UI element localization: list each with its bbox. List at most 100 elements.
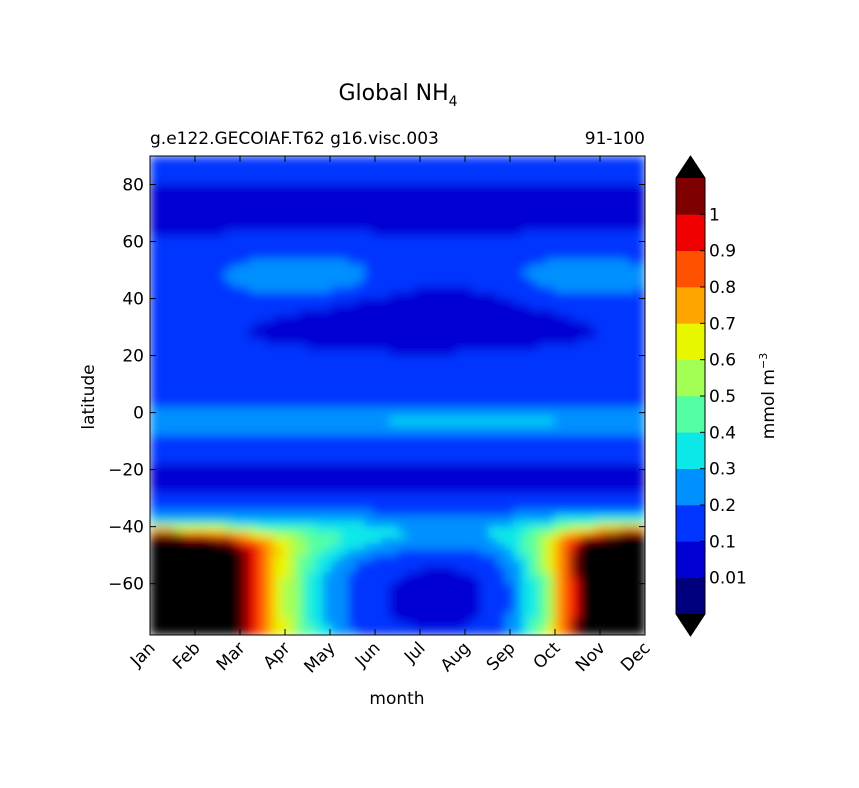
heatmap-cell <box>397 406 407 414</box>
heatmap-cell <box>554 492 564 499</box>
heatmap-cell <box>315 281 324 288</box>
heatmap-cell <box>636 207 645 214</box>
heatmap-cell <box>323 218 333 226</box>
heatmap-cell <box>405 332 415 340</box>
heatmap-cell <box>174 572 184 579</box>
heatmap-cell <box>323 384 333 391</box>
heatmap-cell <box>199 606 209 613</box>
heatmap-cell <box>191 247 201 254</box>
heatmap-cell <box>579 395 588 402</box>
heatmap-cell <box>356 566 366 573</box>
heatmap-cell <box>166 384 176 391</box>
heatmap-cell <box>381 178 390 186</box>
heatmap-cell <box>331 481 341 488</box>
heatmap-cell <box>620 355 630 362</box>
heatmap-cell <box>265 384 275 391</box>
heatmap-cell <box>249 612 258 619</box>
heatmap-cell <box>381 361 390 368</box>
heatmap-cell <box>438 241 448 248</box>
heatmap-cell <box>339 173 349 180</box>
heatmap-cell <box>265 372 275 379</box>
heatmap-cell <box>405 361 415 368</box>
heatmap-cell <box>430 156 440 163</box>
heatmap-cell <box>183 429 192 437</box>
heatmap-cell <box>422 515 432 522</box>
heatmap-cell <box>595 332 605 340</box>
heatmap-cell <box>191 475 201 482</box>
heatmap-cell <box>265 327 275 334</box>
heatmap-cell <box>471 304 481 311</box>
heatmap-cell <box>348 577 357 585</box>
heatmap-cell <box>603 538 613 545</box>
heatmap-cell <box>150 247 159 254</box>
heatmap-cell <box>265 224 275 231</box>
heatmap-cell <box>290 572 300 579</box>
heatmap-cell <box>150 190 159 197</box>
heatmap-cell <box>290 538 300 545</box>
heatmap-cell <box>628 566 638 573</box>
heatmap-cell <box>240 321 250 328</box>
heatmap-cell <box>372 213 382 220</box>
heatmap-cell <box>240 384 250 391</box>
heatmap-cell <box>447 321 456 328</box>
heatmap-cell <box>504 338 514 345</box>
heatmap-cell <box>224 332 234 340</box>
heatmap-cell <box>504 503 514 511</box>
heatmap-cell <box>438 258 448 265</box>
heatmap-cell <box>554 241 564 248</box>
heatmap-cell <box>636 492 645 499</box>
heatmap-cell <box>562 275 572 283</box>
heatmap-cell <box>315 486 324 494</box>
heatmap-cell <box>488 572 498 579</box>
heatmap-cell <box>620 503 630 511</box>
heatmap-cell <box>405 441 415 448</box>
heatmap-cell <box>579 230 588 237</box>
heatmap-cell <box>290 344 300 351</box>
heatmap-cell <box>240 304 250 311</box>
heatmap-cell <box>298 270 308 277</box>
heatmap-cell <box>628 429 638 437</box>
heatmap-cell <box>290 156 300 163</box>
heatmap-cell <box>331 366 341 374</box>
heatmap-cell <box>554 583 564 590</box>
heatmap-cell <box>529 247 539 254</box>
heatmap-cell <box>463 275 473 283</box>
heatmap-cell <box>224 623 234 630</box>
heatmap-cell <box>529 418 539 425</box>
heatmap-cell <box>513 452 522 459</box>
heatmap-cell <box>595 589 605 596</box>
heatmap-cell <box>405 406 415 414</box>
heatmap-cell <box>422 230 432 237</box>
heatmap-cell <box>430 515 440 522</box>
heatmap-cell <box>199 446 209 454</box>
heatmap-cell <box>455 298 465 305</box>
heatmap-cell <box>150 475 159 482</box>
heatmap-cell <box>603 441 613 448</box>
heatmap-cell <box>397 201 407 208</box>
heatmap-cell <box>158 589 168 596</box>
heatmap-cell <box>348 418 357 425</box>
heatmap-cell <box>521 384 531 391</box>
heatmap-cell <box>521 538 531 545</box>
heatmap-cell <box>265 173 275 180</box>
heatmap-cell <box>405 617 415 625</box>
heatmap-cell <box>438 161 448 168</box>
heatmap-cell <box>612 213 621 220</box>
heatmap-cell <box>463 617 473 625</box>
heatmap-cell <box>191 424 201 431</box>
heatmap-cell <box>521 532 531 539</box>
heatmap-cell <box>587 395 597 402</box>
heatmap-cell <box>381 469 390 476</box>
heatmap-cell <box>282 520 291 528</box>
heatmap-cell <box>298 492 308 499</box>
heatmap-cell <box>381 446 390 454</box>
heatmap-cell <box>282 298 291 305</box>
heatmap-cell <box>414 577 423 585</box>
heatmap-cell <box>537 572 547 579</box>
heatmap-cell <box>199 338 209 345</box>
heatmap-cell <box>306 275 316 283</box>
heatmap-cell <box>628 292 638 300</box>
heatmap-cell <box>562 161 572 168</box>
heatmap-cell <box>562 458 572 465</box>
heatmap-cell <box>422 161 432 168</box>
